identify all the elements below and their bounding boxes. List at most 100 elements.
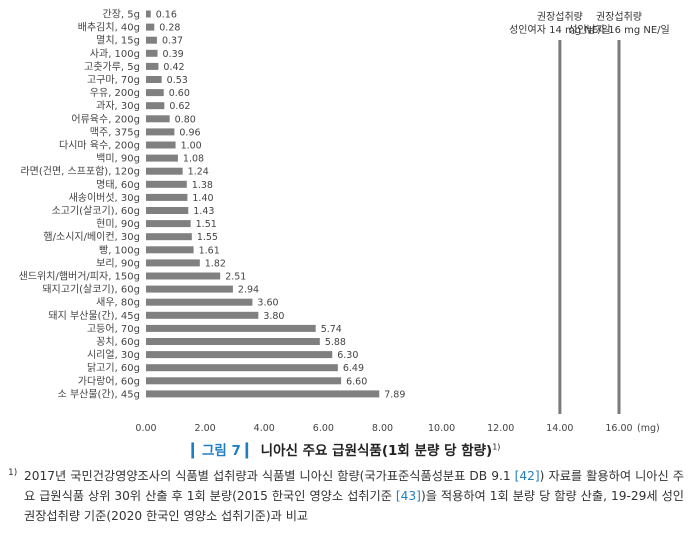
bar: [146, 76, 162, 83]
reference-label-title: 권장섭취량: [537, 11, 583, 23]
value-label: 0.80: [175, 114, 196, 125]
x-tick-label: 12.00: [487, 423, 514, 434]
footnote-text-2: ) 자료를 활용하여 니아신 주요 급원식품 상위 30위 산출 후 1회 분량…: [24, 469, 684, 503]
category-label: 시리얼, 30g: [87, 349, 140, 361]
footnote-ref-42[interactable]: [42]: [514, 469, 540, 483]
value-label: 0.60: [169, 88, 190, 99]
category-label: 소 부산물(간), 45g: [58, 388, 140, 400]
x-tick-label: 16.00: [605, 423, 632, 434]
category-label: 꽁치, 60g: [96, 336, 140, 348]
bar: [146, 128, 175, 136]
value-label: 7.89: [384, 389, 405, 400]
category-label: 우유, 200g: [90, 87, 140, 99]
category-label: 과자, 30g: [96, 100, 140, 112]
category-label: 간장, 5g: [103, 9, 140, 21]
value-label: 5.74: [321, 324, 342, 335]
category-label: 돼지고기(살코기), 60g: [42, 284, 140, 296]
bar: [146, 180, 187, 188]
x-unit-label: (mg): [637, 423, 660, 434]
category-label: 맥주, 375g: [90, 126, 140, 138]
value-label: 0.16: [156, 10, 177, 21]
category-label: 고등어, 70g: [87, 323, 140, 335]
value-label: 6.49: [343, 363, 364, 374]
value-label: 0.53: [167, 75, 188, 86]
value-label: 1.40: [192, 193, 213, 204]
bar: [146, 89, 164, 97]
x-tick-label: 2.00: [195, 423, 216, 434]
value-label: 1.61: [199, 245, 220, 256]
value-label: 0.37: [162, 36, 183, 47]
x-tick-label: 8.00: [372, 423, 393, 434]
value-label: 0.96: [179, 127, 200, 138]
category-label: 햄/소시지/베이컨, 30g: [43, 230, 140, 243]
bar: [146, 62, 159, 70]
value-label: 0.42: [163, 62, 184, 73]
value-label: 0.39: [163, 49, 184, 60]
figure-caption: ▎그림 7 ▎ 니아신 주요 급원식품(1회 분량 당 함량)1): [0, 439, 692, 460]
category-label: 닭고기, 60g: [87, 362, 140, 374]
bar: [146, 36, 157, 44]
bar: [146, 285, 233, 293]
bar: [146, 23, 155, 31]
bar: [146, 377, 342, 385]
x-axis: 0.00 2.00 4.00 6.00 8.00 10.00 12.00 14.00 16.00…: [135, 423, 659, 434]
value-label: 1.24: [188, 167, 209, 178]
value-label: 1.55: [197, 232, 218, 243]
bar: [146, 338, 320, 345]
x-tick-label: 10.00: [428, 423, 455, 434]
bar: [146, 246, 194, 254]
niacin-bar-chart: 간장, 5g 0.16 배추김치, 40g 0.28 멸치, 15g 0.37 사과, 10…: [19, 9, 670, 435]
category-label: 라면(건면, 스프포함), 120g: [20, 166, 140, 178]
value-label: 0.62: [169, 101, 190, 112]
category-label: 백미, 90g: [96, 153, 140, 165]
value-label: 6.60: [346, 376, 367, 387]
bar: [146, 220, 191, 228]
value-label: 3.60: [257, 298, 278, 309]
category-label: 배추김치, 40g: [78, 22, 140, 34]
bar: [146, 364, 338, 372]
bar: [146, 351, 333, 359]
bar: [146, 10, 151, 18]
bar: [146, 115, 170, 123]
category-label: 샌드위치/햄버거/피자, 150g: [19, 270, 140, 283]
category-label: 고춧가루, 5g: [84, 61, 140, 73]
category-label: 가다랑어, 60g: [78, 375, 140, 387]
category-label: 어류육수, 200g: [71, 113, 140, 125]
bar: [146, 390, 380, 398]
value-label: 2.51: [225, 272, 246, 283]
category-label: 멸치, 15g: [96, 35, 140, 47]
value-label: 2.94: [238, 285, 259, 296]
bar: [146, 259, 200, 267]
category-label: 현미, 90g: [96, 218, 140, 230]
figure-marker-end: ▎: [240, 443, 256, 459]
bars-layer: [146, 10, 380, 398]
footnote: 1) 2017년 국민건강영양조사의 식품별 섭취량과 식품별 니아신 함량(국…: [8, 466, 684, 526]
value-label: 0.28: [159, 23, 180, 34]
value-label: 1.00: [181, 141, 202, 152]
category-label: 소고기(살코기), 60g: [52, 205, 140, 217]
category-label: 빵, 100g: [99, 244, 140, 256]
figure-title: 니아신 주요 급원식품(1회 분량 당 함량): [260, 443, 493, 459]
x-tick-label: 0.00: [135, 423, 156, 434]
category-label: 다시마 육수, 200g: [59, 140, 140, 152]
category-label: 사과, 100g: [90, 48, 140, 60]
category-label: 새우, 80g: [96, 297, 140, 309]
reference-label-title: 권장섭취량: [596, 11, 642, 23]
x-tick-label: 6.00: [313, 423, 334, 434]
value-label: 1.43: [193, 206, 214, 217]
footnote-text-1: 2017년 국민건강영양조사의 식품별 섭취량과 식품별 니아신 함량(국가표준…: [24, 469, 515, 483]
value-label: 5.88: [325, 337, 346, 348]
category-label: 보리, 90g: [96, 257, 140, 269]
value-label: 1.38: [192, 180, 213, 191]
x-tick-label: 4.00: [254, 423, 275, 434]
bar: [146, 272, 221, 280]
footnote-ref-43[interactable]: [43]: [395, 489, 421, 503]
bar: [146, 311, 259, 319]
bar: [146, 298, 253, 306]
category-label: 고구마, 70g: [87, 74, 140, 86]
reference-label-value: 성인남자 16 mg NE/일: [568, 24, 670, 36]
bar: [146, 102, 165, 110]
value-label: 1.51: [196, 219, 217, 230]
value-label: 3.80: [263, 311, 284, 322]
